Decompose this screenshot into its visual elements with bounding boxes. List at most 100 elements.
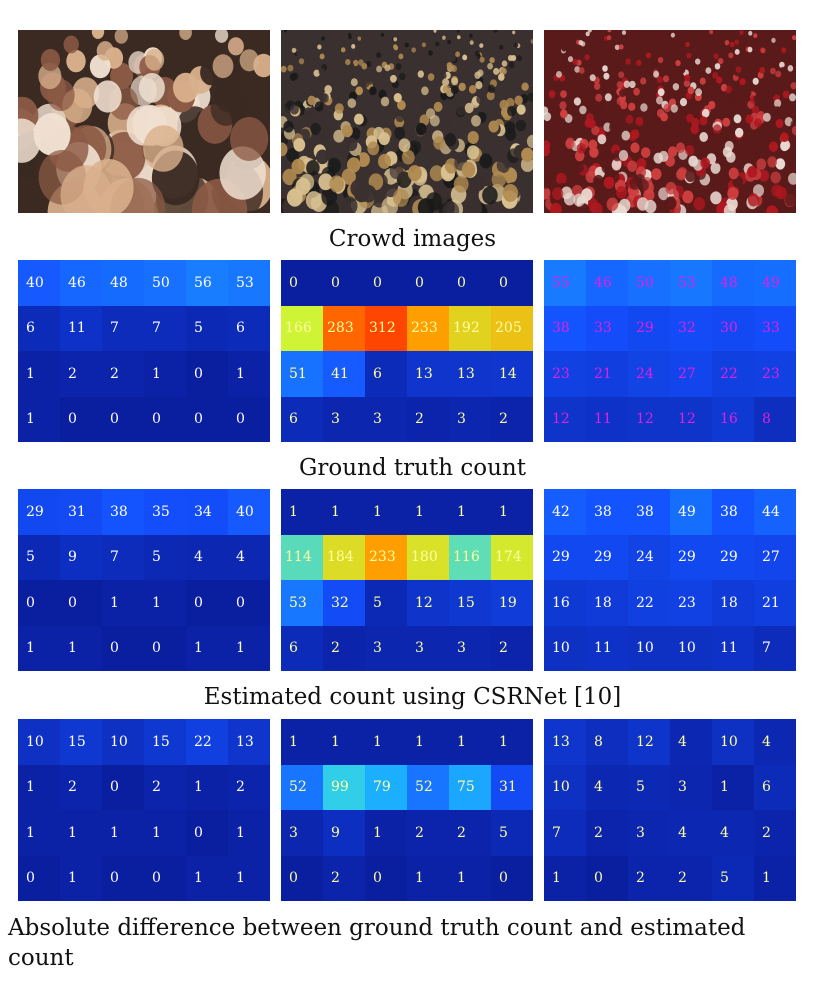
grid-cell: 48 <box>102 260 144 306</box>
grid-cell-value: 0 <box>594 870 603 887</box>
grid-cell: 0 <box>491 260 533 306</box>
grid-cell: 1 <box>186 764 228 810</box>
grid-cell-value: 1 <box>26 640 35 657</box>
grid-cell-value: 32 <box>678 320 696 337</box>
arena-crowd-photo <box>281 30 533 213</box>
grid-cell: 1 <box>407 855 449 901</box>
grid-cell-value: 3 <box>457 411 466 428</box>
grid-cell: 0 <box>186 580 228 626</box>
grid-cell-value: 0 <box>152 870 161 887</box>
grid-cell-value: 1 <box>152 594 161 611</box>
grid-cell-value: 1 <box>26 411 35 428</box>
grid-cell: 3 <box>449 396 491 442</box>
grid-cell-value: 23 <box>552 365 570 382</box>
grid-cell-value: 7 <box>552 824 561 841</box>
grid-cell-value: 27 <box>678 365 696 382</box>
grid-cell-value: 1 <box>552 870 561 887</box>
grid-cell: 2 <box>323 855 365 901</box>
grid-cell: 1 <box>754 855 796 901</box>
grid-cell-value: 0 <box>194 824 203 841</box>
grid-cell-value: 166 <box>285 320 312 337</box>
grid-cell-value: 0 <box>194 411 203 428</box>
grid-cell: 7 <box>754 625 796 671</box>
grid-cell: 4 <box>712 810 754 856</box>
grid-cell: 2 <box>670 855 712 901</box>
grid-cell: 1 <box>102 810 144 856</box>
grid-cell: 2 <box>449 810 491 856</box>
street-crowd-photo <box>18 30 270 213</box>
grid-cell: 12 <box>628 396 670 442</box>
grid-cell-value: 1 <box>499 733 508 750</box>
grid-cell: 8 <box>754 396 796 442</box>
grid-cell: 44 <box>754 489 796 535</box>
grid-cell: 0 <box>144 396 186 442</box>
grid-cell-value: 9 <box>68 549 77 566</box>
grid-cell-value: 1 <box>457 870 466 887</box>
grid-cell: 3 <box>281 810 323 856</box>
grid-cell-value: 0 <box>373 870 382 887</box>
grid-cell-value: 0 <box>373 274 382 291</box>
grid-cell: 4 <box>186 534 228 580</box>
grid-cell: 233 <box>365 534 407 580</box>
grid-cell: 53 <box>281 580 323 626</box>
grid-cell-value: 1 <box>68 824 77 841</box>
grid-cell-value: 1 <box>331 503 340 520</box>
estimated-grid-3: 42 38 38 49 38 44 29 29 24 29 29 27 16 18 22 23 18 21 10 11… <box>544 489 796 671</box>
grid-cell-value: 2 <box>636 870 645 887</box>
grid-cell-value: 2 <box>415 411 424 428</box>
grid-cell-value: 21 <box>762 594 780 611</box>
grid-cell: 2 <box>491 625 533 671</box>
grid-cell: 12 <box>670 396 712 442</box>
grid-cell-value: 12 <box>636 411 654 428</box>
grid-cell-value: 52 <box>289 779 307 796</box>
grid-cell: 312 <box>365 305 407 351</box>
grid-cell-value: 1 <box>194 640 203 657</box>
grid-cell: 18 <box>712 580 754 626</box>
grid-cell: 31 <box>60 489 102 535</box>
grid-cell: 33 <box>586 305 628 351</box>
grid-cell: 0 <box>186 396 228 442</box>
grid-cell: 0 <box>186 351 228 397</box>
grid-cell: 29 <box>670 534 712 580</box>
grid-cell-value: 1 <box>110 594 119 611</box>
grid-cell: 0 <box>323 260 365 306</box>
grid-cell-value: 233 <box>369 549 396 566</box>
grid-cell: 27 <box>670 351 712 397</box>
grid-cell-value: 1 <box>152 365 161 382</box>
grid-cell-value: 38 <box>636 503 654 520</box>
grid-cell-value: 7 <box>762 640 771 657</box>
grid-cell: 1 <box>228 351 270 397</box>
grid-cell: 1 <box>281 719 323 765</box>
grid-cell: 15 <box>60 719 102 765</box>
grid-cell: 2 <box>586 810 628 856</box>
grid-cell: 24 <box>628 534 670 580</box>
grid-cell-value: 1 <box>194 779 203 796</box>
grid-cell: 52 <box>407 764 449 810</box>
grid-cell-value: 0 <box>26 594 35 611</box>
grid-cell: 1 <box>449 719 491 765</box>
grid-cell: 38 <box>628 489 670 535</box>
grid-cell-value: 56 <box>194 274 212 291</box>
grid-cell-value: 1 <box>373 824 382 841</box>
grid-cell: 1 <box>281 489 323 535</box>
grid-cell: 6 <box>228 305 270 351</box>
grid-cell: 1 <box>407 489 449 535</box>
grid-cell: 7 <box>102 534 144 580</box>
grid-cell-value: 184 <box>327 549 354 566</box>
grid-cell-value: 15 <box>68 733 86 750</box>
grid-cell: 16 <box>544 580 586 626</box>
grid-cell-value: 4 <box>236 549 245 566</box>
grid-cell: 51 <box>281 351 323 397</box>
grid-cell: 1 <box>365 810 407 856</box>
grid-cell: 0 <box>102 625 144 671</box>
grid-cell-value: 11 <box>720 640 738 657</box>
grid-cell-value: 1 <box>415 733 424 750</box>
grid-cell-value: 3 <box>331 411 340 428</box>
grid-cell: 2 <box>754 810 796 856</box>
grid-cell-value: 24 <box>636 365 654 382</box>
grid-cell: 6 <box>18 305 60 351</box>
grid-cell-value: 5 <box>373 594 382 611</box>
grid-cell-value: 1 <box>236 640 245 657</box>
grid-cell: 21 <box>754 580 796 626</box>
grid-cell: 38 <box>586 489 628 535</box>
